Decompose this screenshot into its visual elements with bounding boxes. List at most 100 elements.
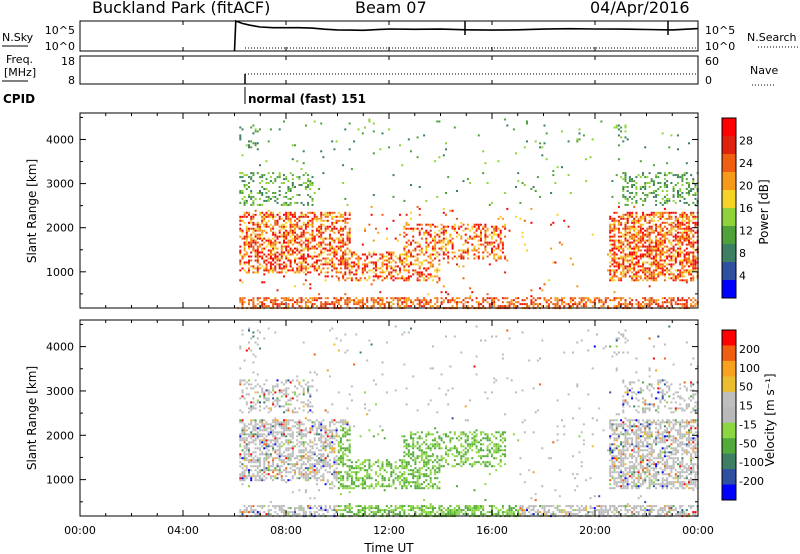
echo-cell [631, 180, 634, 183]
echo-cell [339, 485, 342, 488]
echo-cell [318, 225, 321, 228]
echo-cell [318, 461, 321, 464]
echo-cell [276, 513, 279, 516]
echo-cell [427, 301, 430, 304]
echo-cell [252, 473, 255, 476]
echo-cell [261, 243, 264, 246]
echo-cell [294, 235, 296, 238]
echo-cell [657, 225, 660, 228]
echo-cell [274, 223, 277, 226]
echo-cell [344, 217, 347, 220]
echo-cell [252, 429, 255, 432]
echo-cell [307, 241, 310, 244]
echo-cell [466, 305, 469, 308]
echo-cell [690, 263, 693, 266]
echo-cell [598, 301, 601, 304]
echo-cell [348, 271, 351, 274]
echo-cell [405, 301, 408, 304]
echo-cell [331, 215, 334, 218]
echo-cell [679, 176, 682, 179]
echo-cell [642, 199, 644, 202]
echo-cell [329, 425, 331, 428]
echo-cell [256, 237, 259, 240]
echo-cell [635, 263, 638, 266]
echo-cell [287, 423, 290, 426]
echo-cell [300, 431, 303, 434]
echo-cell [650, 245, 653, 248]
echo-cell [429, 257, 432, 260]
echo-cell [368, 118, 371, 121]
echo-cell [324, 303, 327, 306]
echo-cell [250, 299, 253, 302]
echo-cell [694, 221, 697, 224]
echo-cell [615, 297, 618, 300]
colorbar-tick-label: 12 [739, 225, 753, 238]
echo-cell [339, 219, 342, 222]
echo-cell [418, 213, 421, 216]
echo-cell [342, 477, 345, 480]
echo-cell [280, 389, 283, 392]
echo-cell [278, 405, 281, 408]
echo-cell [248, 247, 250, 250]
echo-cell [285, 225, 288, 228]
echo-cell [280, 203, 283, 206]
colorbar-frame [721, 117, 737, 299]
echo-cell [410, 211, 412, 214]
echo-cell [642, 213, 644, 216]
echo-cell [633, 275, 636, 278]
echo-cell [394, 255, 397, 258]
echo-cell [278, 467, 281, 470]
echo-cell [278, 174, 281, 177]
echo-cell [291, 184, 294, 186]
echo-cell [381, 132, 384, 135]
echo-cell [337, 237, 340, 240]
echo-cell [609, 279, 612, 282]
echo-cell [464, 227, 467, 230]
echo-cell [633, 227, 636, 230]
echo-cell [633, 180, 636, 183]
echo-cell [344, 257, 347, 260]
echo-cell [688, 269, 690, 272]
echo-cell [657, 249, 660, 252]
echo-cell [265, 299, 268, 302]
echo-cell [677, 223, 679, 226]
echo-cell [670, 211, 673, 214]
colorbar-tick-label: 4 [739, 270, 746, 283]
echo-cell [326, 227, 329, 230]
echo-cell [313, 235, 316, 238]
echo-cell [460, 225, 463, 228]
echo-cell [329, 235, 331, 238]
echo-cell [331, 445, 334, 448]
echo-cell [663, 241, 666, 244]
echo-cell [309, 511, 312, 514]
echo-cell [320, 455, 323, 458]
echo-cell [394, 277, 397, 280]
echo-cell [648, 257, 651, 260]
echo-cell [451, 305, 454, 308]
echo-cell [322, 447, 325, 450]
echo-cell [324, 305, 327, 308]
echo-cell [302, 475, 305, 478]
echo-cell [294, 241, 296, 244]
echo-cell [353, 299, 356, 302]
echo-cell [283, 509, 285, 512]
echo-cell [486, 241, 489, 244]
echo-cell [239, 367, 242, 370]
echo-cell [331, 259, 334, 262]
echo-cell [495, 233, 498, 236]
echo-cell [280, 253, 283, 256]
echo-cell [267, 513, 270, 516]
echo-cell [652, 215, 655, 218]
echo-cell [423, 279, 426, 282]
echo-cell [611, 235, 614, 238]
echo-cell [287, 203, 290, 206]
echo-cell [683, 237, 686, 240]
echo-cell [254, 469, 257, 472]
echo-cell [648, 267, 651, 270]
echo-cell [372, 261, 375, 264]
echo-cell [313, 251, 316, 254]
echo-cell [677, 247, 679, 250]
echo-cell [670, 223, 673, 226]
echo-cell [342, 433, 345, 436]
echo-cell [429, 253, 432, 256]
